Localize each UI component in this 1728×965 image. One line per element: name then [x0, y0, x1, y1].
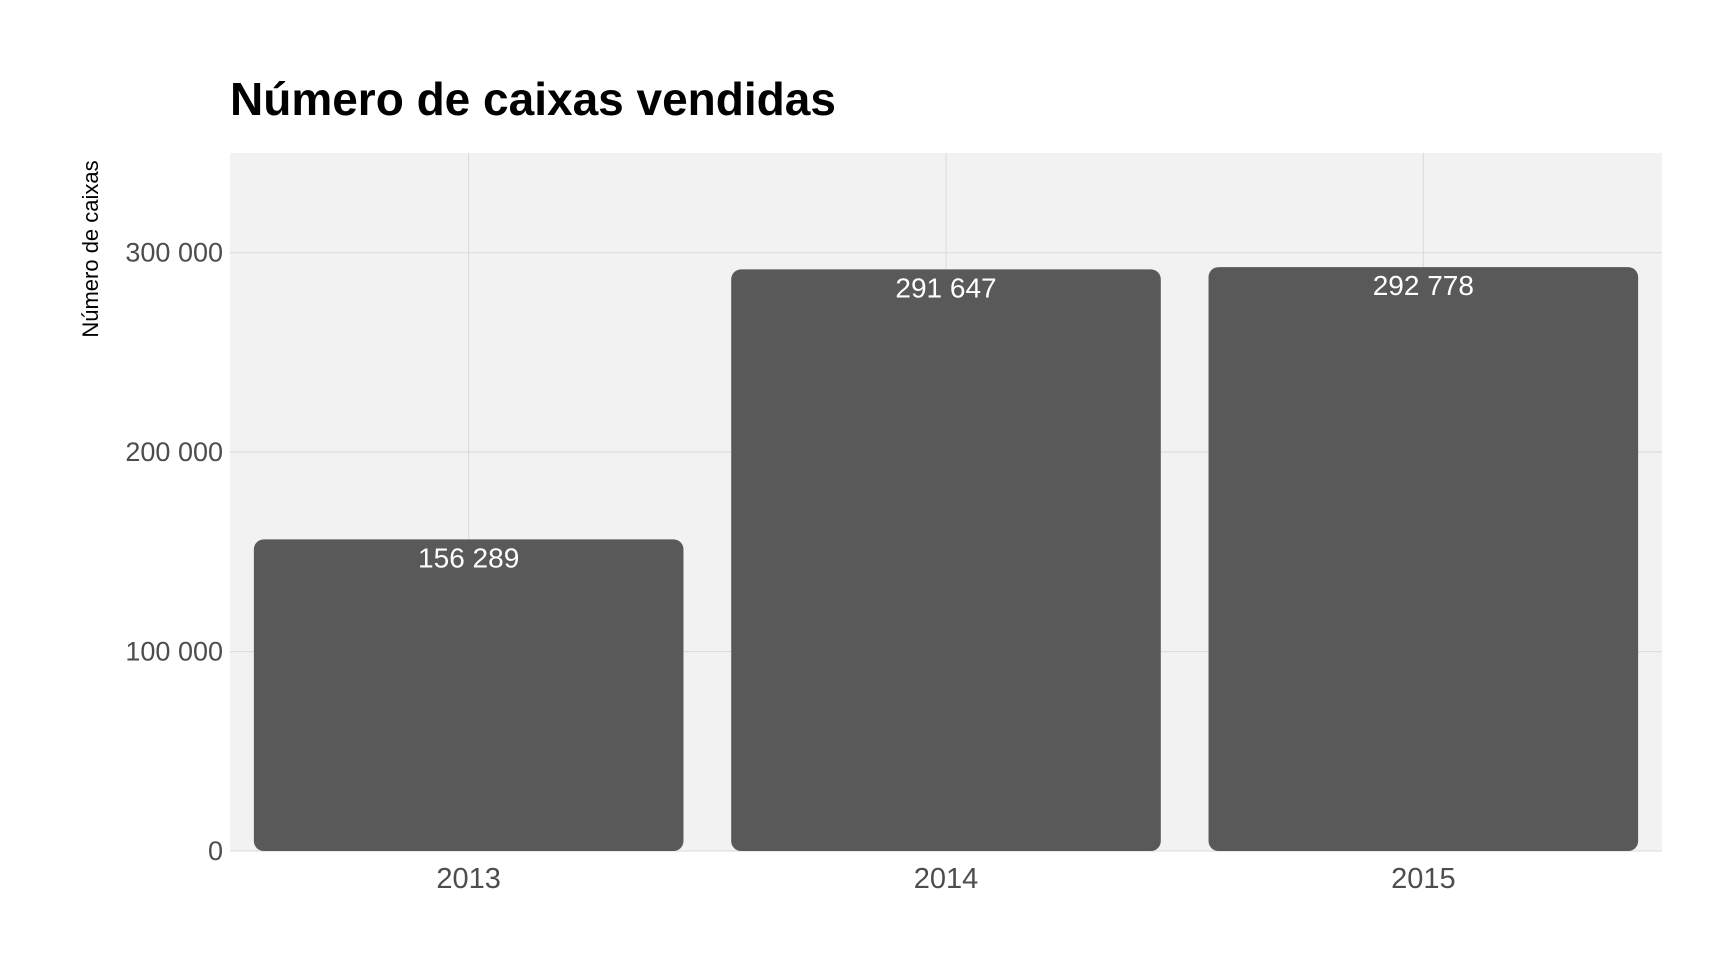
y-tick-label: 200 000 [125, 437, 223, 467]
x-tick-label: 2013 [436, 863, 501, 895]
x-tick-label: 2015 [1391, 863, 1456, 895]
bar [253, 539, 684, 851]
bar-value-label: 156 289 [418, 542, 519, 573]
y-axis-label: Número de caixas [78, 160, 103, 337]
y-tick-label: 300 000 [125, 238, 223, 268]
chart-title: Número de caixas vendidas [230, 73, 836, 125]
axis-layer: 0 100 000 200 000 300 000 2013 2014 2015 [125, 238, 1455, 895]
bar-value-label: 292 778 [1373, 270, 1474, 301]
bar [1208, 267, 1639, 851]
bars-layer: 156 289 291 647 292 778 [253, 267, 1639, 851]
bar-value-label: 291 647 [895, 272, 996, 303]
y-tick-label: 0 [208, 836, 223, 866]
y-tick-label: 100 000 [125, 637, 223, 667]
x-tick-label: 2014 [914, 863, 979, 895]
bar [731, 269, 1161, 851]
